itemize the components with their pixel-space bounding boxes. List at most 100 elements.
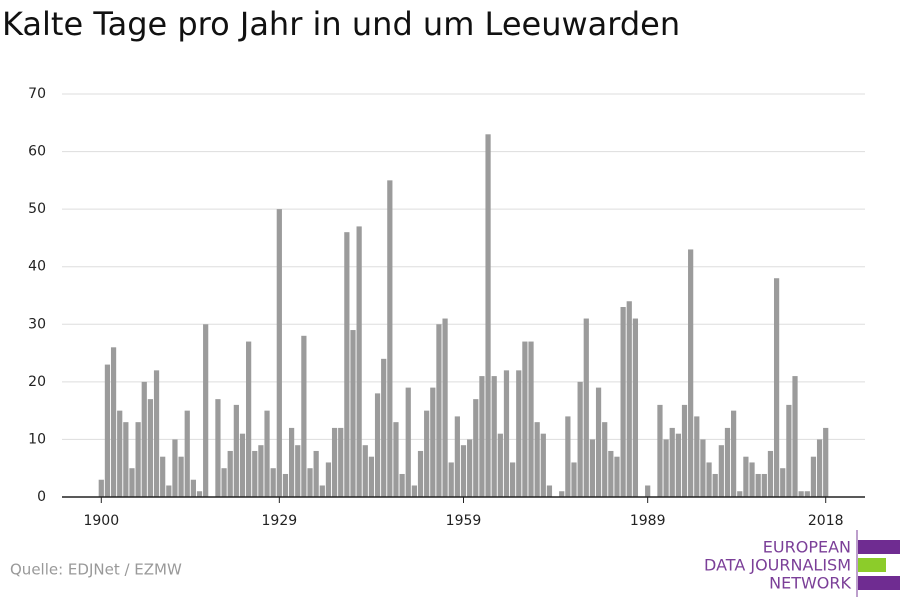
bar [276, 209, 282, 497]
bar [325, 462, 332, 497]
bar [681, 404, 688, 497]
bar [344, 232, 350, 497]
bar [608, 450, 614, 497]
bar [258, 445, 264, 497]
bar [239, 433, 246, 497]
bar [424, 410, 430, 497]
bar [479, 376, 485, 497]
logo-bar [858, 558, 886, 572]
bar [595, 387, 602, 497]
bar [712, 473, 718, 497]
bar [430, 387, 436, 497]
bar [669, 427, 675, 497]
bar [393, 422, 399, 497]
bar [510, 462, 516, 497]
bar [110, 347, 117, 497]
bar [626, 301, 632, 497]
bar [196, 491, 203, 497]
bar [319, 485, 325, 497]
y-tick-label: 40 [28, 259, 46, 275]
bar [632, 318, 639, 497]
bar [147, 399, 154, 497]
bar [221, 468, 227, 497]
bar [313, 450, 319, 497]
bar [387, 180, 393, 497]
bar [546, 485, 553, 497]
bar [675, 433, 681, 497]
bar [282, 473, 289, 497]
bar [767, 450, 774, 497]
bar [571, 462, 577, 497]
bar [190, 479, 196, 497]
y-tick-label: 60 [28, 144, 46, 160]
bar [203, 324, 209, 497]
logo-text: EUROPEAN [763, 538, 851, 557]
bar [295, 445, 301, 497]
bar [645, 485, 651, 497]
logo-text: DATA JOURNALISM [704, 556, 851, 575]
bar [374, 393, 381, 497]
bar [166, 485, 172, 497]
x-tick-label: 2018 [808, 513, 844, 529]
bar [473, 399, 479, 497]
bar [123, 422, 129, 497]
bar [528, 341, 534, 497]
bar [381, 358, 387, 497]
source: Quelle: EDJNet / EZMW [10, 561, 182, 579]
bar [503, 370, 510, 497]
bar [749, 462, 755, 497]
y-tick-label: 70 [28, 86, 46, 102]
logo-bar [858, 540, 900, 554]
logo: EUROPEAN DATA JOURNALISM NETWORK [704, 530, 900, 597]
bar [823, 427, 829, 497]
bar [786, 404, 792, 497]
logo-text: NETWORK [769, 574, 851, 593]
bar [743, 456, 749, 497]
x-tick-label: 1989 [630, 513, 666, 529]
bar [227, 450, 233, 497]
bar [657, 404, 663, 497]
bar [301, 335, 307, 497]
bar [264, 410, 270, 497]
bar [816, 439, 823, 497]
y-tick-label: 10 [28, 431, 46, 447]
x-tick-label: 1929 [262, 513, 298, 529]
bar [565, 416, 571, 497]
bar [522, 341, 528, 497]
x-tick-label: 1959 [446, 513, 482, 529]
bar [516, 370, 522, 497]
bar [780, 468, 786, 497]
bar [755, 473, 761, 497]
bar [338, 427, 344, 497]
bar [700, 439, 706, 497]
bar [104, 364, 111, 497]
bar [178, 456, 184, 497]
bar [442, 318, 448, 497]
chart-title: Kalte Tage pro Jahr in und um Leeuwarden [2, 5, 680, 43]
bar [718, 445, 724, 497]
bar [215, 399, 221, 497]
bar [620, 307, 626, 497]
bar [602, 422, 608, 497]
bar [399, 473, 405, 497]
bar [252, 450, 258, 497]
bar [614, 456, 620, 497]
bar [411, 485, 417, 497]
bar [172, 439, 178, 497]
bar [160, 456, 166, 497]
y-tick-label: 0 [37, 489, 46, 505]
bar [467, 439, 473, 497]
bar [583, 318, 589, 497]
bar [405, 387, 411, 497]
bar [731, 410, 737, 497]
bar [417, 450, 424, 497]
bar [804, 491, 810, 497]
bar [792, 376, 798, 497]
bar [270, 468, 276, 497]
bar [233, 404, 239, 497]
bar [589, 439, 596, 497]
bar [184, 410, 190, 497]
bar [724, 427, 731, 497]
bar [454, 416, 460, 497]
